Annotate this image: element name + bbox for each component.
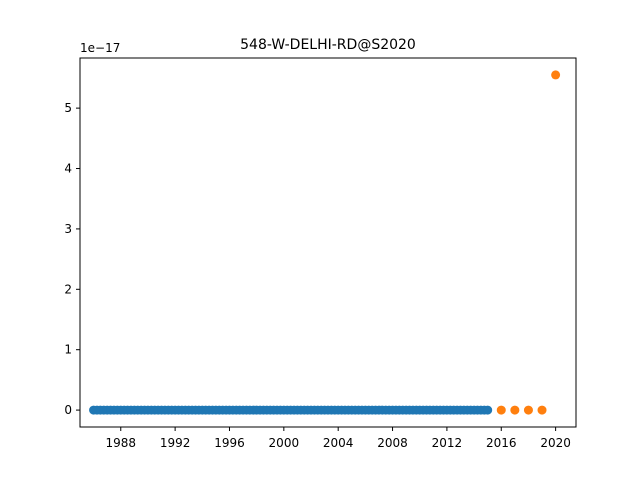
x-tick-label: 2016 — [486, 436, 517, 450]
y-tick-label: 2 — [64, 282, 72, 296]
series-1-point — [551, 70, 561, 80]
x-tick-label: 2000 — [269, 436, 300, 450]
x-tick-label: 1992 — [160, 436, 191, 450]
x-tick-label: 1988 — [105, 436, 136, 450]
x-tick-label: 2012 — [432, 436, 463, 450]
y-tick-label: 1 — [64, 343, 72, 357]
axes-frame — [79, 57, 577, 428]
axes: 1988 1992 1996 2000 2004 2008 2012 2016 2020 0 1 2 3… — [64, 101, 571, 450]
x-tick-label: 1996 — [214, 436, 245, 450]
y-tick-label: 0 — [64, 403, 72, 417]
x-tick-label: 2004 — [323, 436, 354, 450]
x-tick-label: 2020 — [540, 436, 571, 450]
x-tick-label: 2008 — [377, 436, 408, 450]
y-offset-label: 1e−17 — [80, 41, 120, 55]
y-tick-label: 4 — [64, 162, 72, 176]
chart-title: 548-W-DELHI-RD@S2020 — [240, 37, 416, 53]
series-1-point — [496, 405, 506, 415]
y-tick-label: 3 — [64, 222, 72, 236]
series-0-point — [483, 405, 493, 415]
plot-area — [89, 70, 561, 415]
series-1-point — [510, 405, 520, 415]
series-1-point — [537, 405, 547, 415]
series-1-point — [523, 405, 533, 415]
y-tick-label: 5 — [64, 101, 72, 115]
